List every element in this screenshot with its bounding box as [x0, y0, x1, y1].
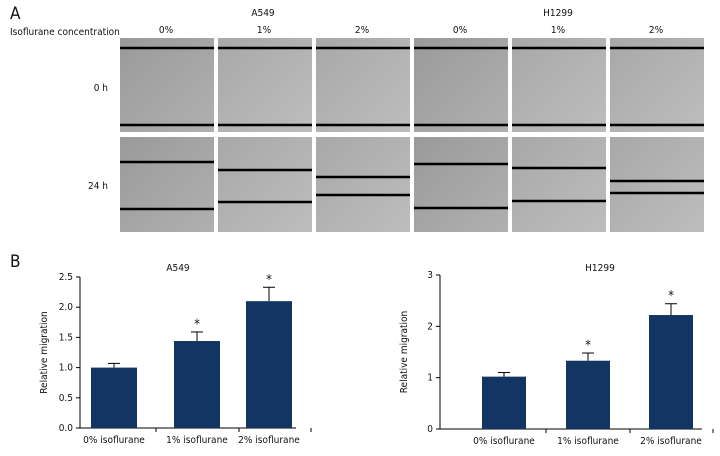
y-tick-label: 3: [427, 270, 433, 281]
micrograph: [610, 137, 704, 232]
chart-title: A549: [166, 263, 190, 274]
micrograph: [414, 137, 508, 232]
bar: [91, 367, 137, 428]
y-tick-label: 0.5: [59, 393, 73, 404]
x-tick-label: 2% isoflurane: [640, 436, 702, 447]
micrograph: [218, 38, 312, 132]
bar: [482, 376, 526, 429]
significance-mark: *: [266, 273, 272, 288]
row-label: 0 h: [94, 83, 108, 94]
significance-mark: *: [668, 289, 674, 304]
panel-label: B: [10, 252, 21, 272]
y-tick-label: 2.0: [59, 302, 74, 313]
y-tick-label: 1: [427, 373, 433, 384]
micrograph: [512, 38, 606, 132]
micrograph: [120, 137, 214, 232]
bar: [649, 315, 693, 429]
bar: [566, 360, 610, 429]
micrograph: [610, 38, 704, 132]
micrograph: [414, 38, 508, 132]
column-label: 2%: [649, 25, 664, 36]
column-label: 1%: [257, 25, 272, 36]
column-label: 0%: [159, 25, 174, 36]
y-tick-label: 0: [427, 424, 433, 435]
x-tick-label: 1% isoflurane: [166, 435, 228, 446]
group-label: H1299: [543, 8, 573, 19]
micrograph: [120, 38, 214, 132]
x-tick-label: 2% isoflurane: [238, 435, 300, 446]
x-tick-label: 1% isoflurane: [557, 436, 619, 447]
panel-label: A: [10, 4, 21, 24]
micrograph: [218, 137, 312, 232]
row-header: Isoflurane concentration: [10, 27, 120, 38]
micrograph: [316, 38, 410, 132]
row-label: 24 h: [88, 181, 108, 192]
y-axis-label: Relative migration: [39, 311, 50, 394]
y-tick-label: 2.5: [59, 272, 73, 283]
y-tick-label: 0.0: [59, 423, 74, 434]
column-label: 2%: [355, 25, 370, 36]
group-label: A549: [251, 8, 275, 19]
chart-title: H1299: [585, 263, 615, 274]
bar: [246, 301, 292, 428]
image-grid: [120, 38, 704, 232]
y-axis-label: Relative migration: [399, 311, 410, 394]
x-tick-label: 0% isoflurane: [83, 435, 145, 446]
significance-mark: *: [194, 317, 200, 332]
column-label: 0%: [453, 25, 468, 36]
micrograph: [512, 137, 606, 232]
bar: [174, 341, 220, 428]
significance-mark: *: [585, 339, 591, 354]
x-tick-label: 0% isoflurane: [473, 436, 535, 447]
micrograph: [316, 137, 410, 232]
y-tick-label: 2: [427, 321, 433, 332]
y-tick-label: 1.5: [59, 332, 73, 343]
column-label: 1%: [551, 25, 566, 36]
y-tick-label: 1.0: [59, 363, 74, 374]
